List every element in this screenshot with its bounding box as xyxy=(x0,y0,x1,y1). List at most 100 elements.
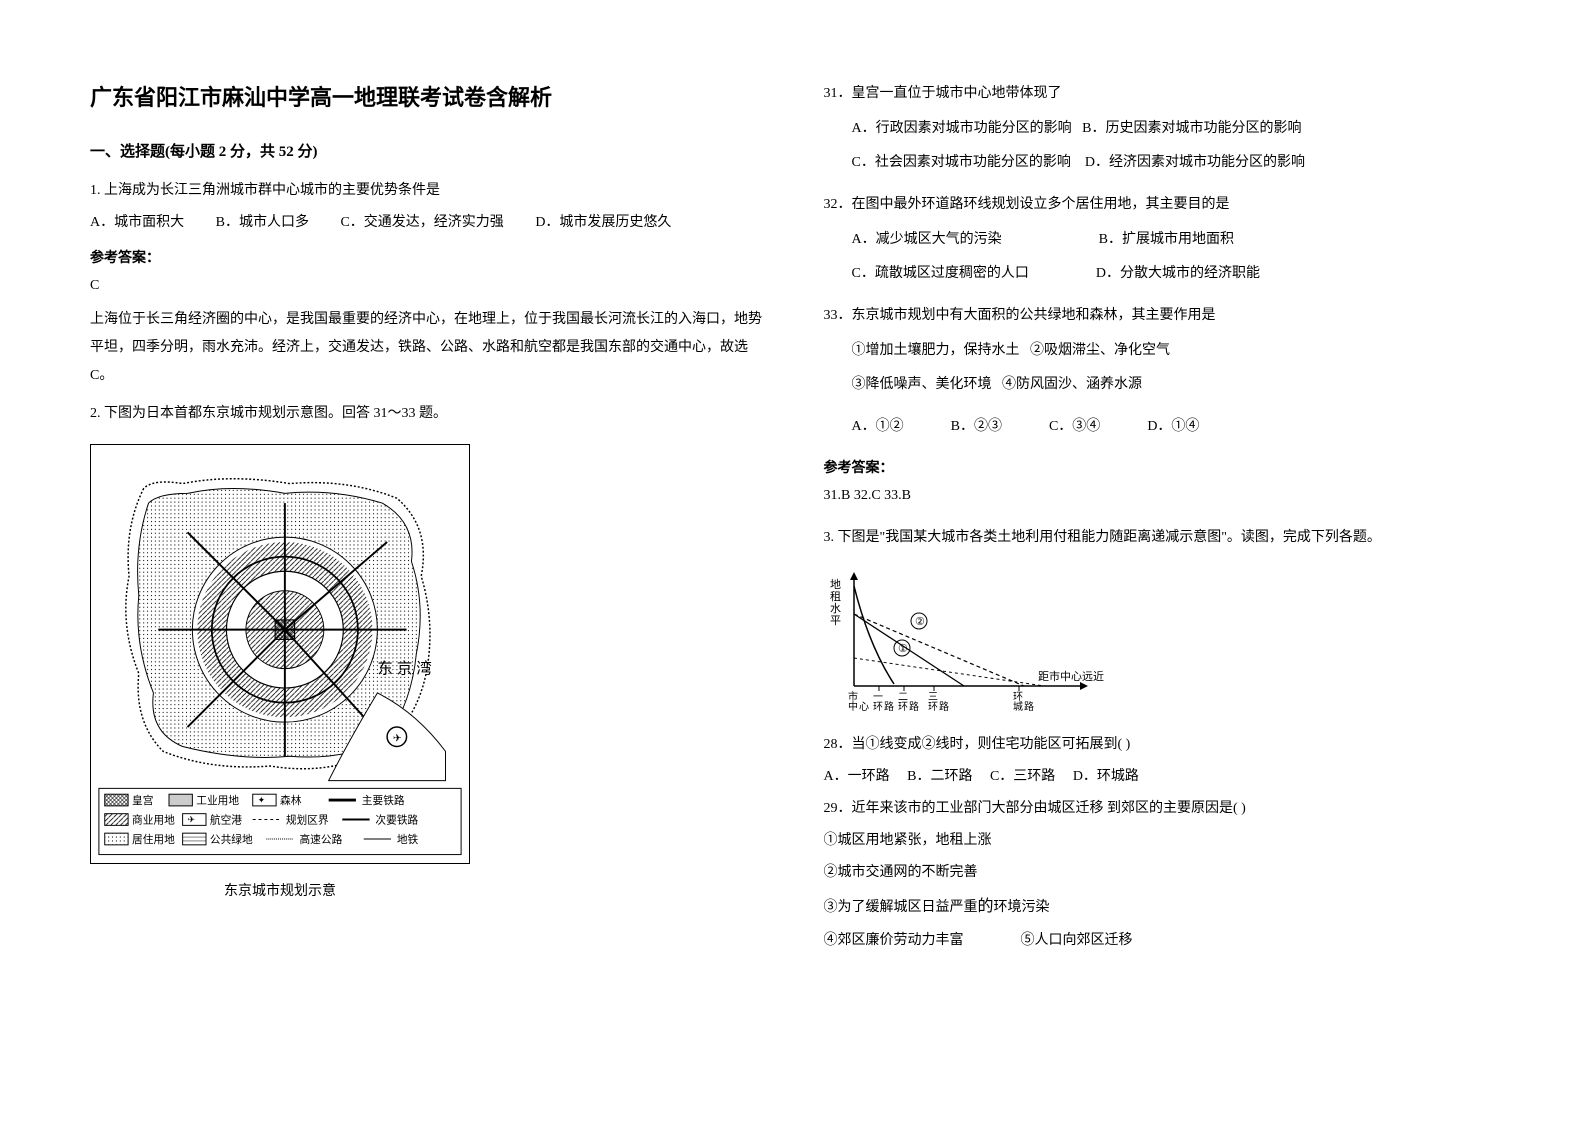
legend-industrial: 工业用地 xyxy=(196,794,239,807)
q1-answer: C xyxy=(90,273,764,298)
q32-opt-d: D．分散大城市的经济职能 xyxy=(1096,266,1260,281)
tokyo-map-figure: 东 京 湾 ✈ 皇宫 工业用地 ✦ 森林 主要铁路 xyxy=(90,444,470,900)
mark-1: ① xyxy=(898,643,908,655)
svg-text:租: 租 xyxy=(830,590,841,603)
q1-opt-a: A．城市面积大 xyxy=(90,215,184,230)
q29-sub3a: ③为了缓解城区日益严重 xyxy=(824,900,978,915)
legend-main-rail: 主要铁路 xyxy=(362,794,405,807)
svg-text:环: 环 xyxy=(928,702,938,713)
line-industrial xyxy=(854,658,1044,686)
q33-stem: 33．东京城市规划中有大面积的公共绿地和森林，其主要作用是 xyxy=(824,302,1498,330)
q29-stem: 29．近年来该市的工业部门大部分由城区迁移 到郊区的主要原因是( ) xyxy=(824,795,1498,823)
svg-text:✦: ✦ xyxy=(258,795,266,805)
svg-text:心: 心 xyxy=(859,701,869,713)
svg-text:水: 水 xyxy=(830,602,841,615)
q33-opt-a: A．①② xyxy=(852,419,904,434)
y-label: 地 xyxy=(830,578,841,591)
section-1-header: 一、选择题(每小题 2 分，共 52 分) xyxy=(90,140,764,161)
mark-2: ② xyxy=(915,616,925,628)
legend-plan-boundary: 规划区界 xyxy=(286,814,329,827)
q33-sub4: ④防风固沙、涵养水源 xyxy=(1002,377,1142,392)
q31-opt-a: A．行政因素对城市功能分区的影响 xyxy=(852,121,1072,136)
q33-sub1: ①增加土壤肥力，保持水土 xyxy=(852,343,1020,358)
svg-text:路: 路 xyxy=(1024,700,1034,713)
q33-opt-c: C．③④ xyxy=(1049,419,1100,434)
q28-opt-a: A．一环路 xyxy=(824,769,890,784)
legend-box: 皇宫 工业用地 ✦ 森林 主要铁路 商业用地 ✈ 航空港 规划区界 xyxy=(99,789,461,855)
q32-opt-c: C．疏散城区过度稠密的人口 xyxy=(852,266,1029,281)
q29-sub3c: 环境污染 xyxy=(994,900,1050,915)
q1-answer-label: 参考答案： xyxy=(90,247,764,267)
answer2-value: 31.B 32.C 33.B xyxy=(824,483,1498,508)
q33-sub2: ②吸烟滞尘、净化空气 xyxy=(1030,343,1170,358)
q29-sub3: ③为了缓解城区日益严重的环境污染 xyxy=(824,891,1498,923)
q1-explanation: 上海位于长三角经济圈的中心，是我国最重要的经济中心，在地理上，位于我国最长河流长… xyxy=(90,306,764,390)
q32-opt-b: B．扩展城市用地面积 xyxy=(1099,232,1234,247)
line-2 xyxy=(854,614,1024,686)
q28-stem: 28．当①线变成②线时，则住宅功能区可拓展到( ) xyxy=(824,731,1498,759)
q32-row1: A．减少城区大气的污染 B．扩展城市用地面积 xyxy=(824,223,1498,257)
q33-opt-b: B．②③ xyxy=(951,419,1002,434)
q3-stem: 3. 下图是"我国某大城市各类土地利用付租能力随距离递减示意图"。读图，完成下列… xyxy=(824,524,1498,552)
svg-text:路: 路 xyxy=(909,700,919,713)
q31-opt-c: C．社会因素对城市功能分区的影响 xyxy=(852,155,1071,170)
q32-opt-a: A．减少城区大气的污染 xyxy=(852,232,1002,247)
q29-sub2: ②城市交通网的不断完善 xyxy=(824,859,1498,887)
legend-second-rail: 次要铁路 xyxy=(375,814,418,827)
q31-opt-b: B．历史因素对城市功能分区的影响 xyxy=(1082,121,1301,136)
map-frame: 东 京 湾 ✈ 皇宫 工业用地 ✦ 森林 主要铁路 xyxy=(90,444,470,864)
q1-options: A．城市面积大 B．城市人口多 C．交通发达，经济实力强 D．城市发展历史悠久 xyxy=(90,209,764,237)
q32-row2: C．疏散城区过度稠密的人口 D．分散大城市的经济职能 xyxy=(824,257,1498,291)
q1-opt-b: B．城市人口多 xyxy=(216,215,309,230)
q2-stem: 2. 下图为日本首都东京城市规划示意图。回答 31～33 题。 xyxy=(90,400,764,428)
q33-sub3: ③降低噪声、美化环境 xyxy=(852,377,992,392)
answer2-label: 参考答案： xyxy=(824,457,1498,477)
x-arrow xyxy=(1080,682,1088,690)
q28-opt-d: D．环城路 xyxy=(1073,769,1139,784)
right-column: 31．皇宫一直位于城市中心地带体现了 A．行政因素对城市功能分区的影响 B．历史… xyxy=(824,80,1498,1042)
y-arrow xyxy=(850,572,858,580)
svg-text:城: 城 xyxy=(1013,701,1023,713)
q31-row2: C．社会因素对城市功能分区的影响 D．经济因素对城市功能分区的影响 xyxy=(824,146,1498,180)
svg-text:中: 中 xyxy=(848,700,858,713)
legend-palace: 皇宫 xyxy=(132,794,153,807)
legend-commercial: 商业用地 xyxy=(132,814,175,827)
q33-options: A．①② B．②③ C．③④ D．①④ xyxy=(824,410,1498,444)
q33-subs1: ①增加土壤肥力，保持水土 ②吸烟滞尘、净化空气 xyxy=(824,334,1498,368)
dist-label: 距市中心远近 xyxy=(1038,669,1104,683)
legend-highway: 高速公路 xyxy=(299,833,342,846)
q33-opt-d: D．①④ xyxy=(1147,419,1199,434)
svg-text:环: 环 xyxy=(873,702,883,713)
q33-subs2: ③降低噪声、美化环境 ④防风固沙、涵养水源 xyxy=(824,368,1498,402)
exam-title: 广东省阳江市麻汕中学高一地理联考试卷含解析 xyxy=(90,80,764,112)
svg-text:路: 路 xyxy=(939,700,949,713)
q29-sub5: ⑤人口向郊区迁移 xyxy=(1021,933,1133,948)
line-1 xyxy=(854,614,964,686)
curve-commercial xyxy=(854,586,894,684)
q1-stem: 1. 上海成为长江三角洲城市群中心城市的主要优势条件是 xyxy=(90,177,764,205)
q1-opt-d: D．城市发展历史悠久 xyxy=(535,215,671,230)
q31-row1: A．行政因素对城市功能分区的影响 B．历史因素对城市功能分区的影响 xyxy=(824,112,1498,146)
bay-label: 东 京 湾 xyxy=(377,660,431,678)
rent-chart-svg: ① ② 地 租 水 平 市 中 一 环 二 环 三 环 环 城 距市中心远近 心… xyxy=(824,566,1124,716)
svg-text:环: 环 xyxy=(898,702,908,713)
tokyo-map-svg: 东 京 湾 ✈ 皇宫 工业用地 ✦ 森林 主要铁路 xyxy=(95,449,465,859)
left-column: 广东省阳江市麻汕中学高一地理联考试卷含解析 一、选择题(每小题 2 分，共 52… xyxy=(90,80,764,1042)
q28-opt-c: C．三环路 xyxy=(990,769,1055,784)
airport-glyph: ✈ xyxy=(393,733,402,745)
legend-forest: 森林 xyxy=(280,794,302,807)
map-caption: 东京城市规划示意 xyxy=(90,880,470,900)
legend-residential: 居住用地 xyxy=(132,833,175,846)
legend-subway: 地铁 xyxy=(397,833,419,846)
q31-stem: 31．皇宫一直位于城市中心地带体现了 xyxy=(824,80,1498,108)
q29-sub45: ④郊区廉价劳动力丰富 ⑤人口向郊区迁移 xyxy=(824,927,1498,955)
q28-opt-b: B．二环路 xyxy=(907,769,972,784)
q31-opt-d: D．经济因素对城市功能分区的影响 xyxy=(1085,155,1305,170)
legend-greenland: 公共绿地 xyxy=(210,833,253,846)
legend-airport: 航空港 xyxy=(210,814,242,827)
q29-sub3b: 的 xyxy=(978,898,994,915)
q28-options: A．一环路 B．二环路 C．三环路 D．环城路 xyxy=(824,763,1498,791)
q29-sub4: ④郊区廉价劳动力丰富 xyxy=(824,933,964,948)
q29-sub1: ①城区用地紧张，地租上涨 xyxy=(824,827,1498,855)
svg-text:✈: ✈ xyxy=(188,815,196,825)
